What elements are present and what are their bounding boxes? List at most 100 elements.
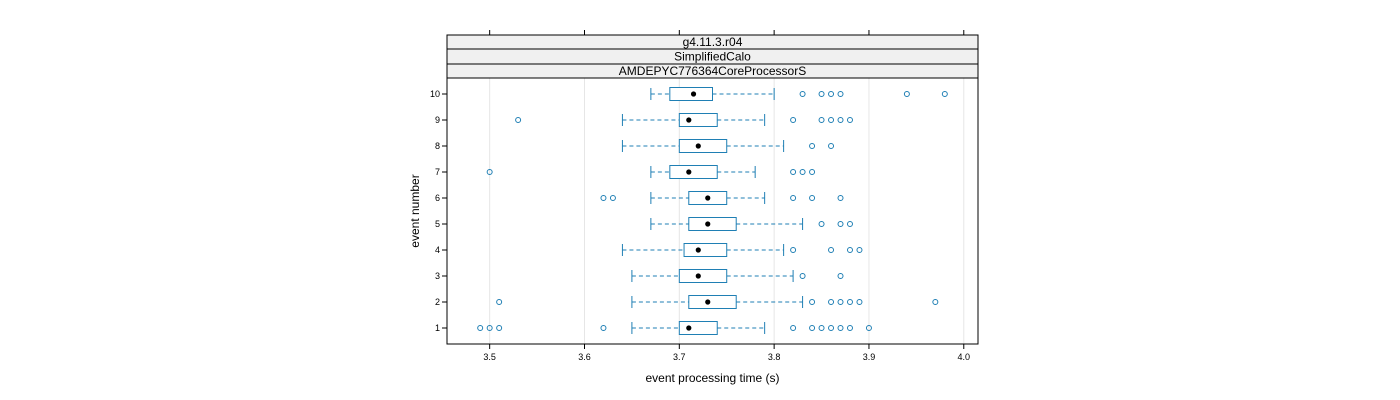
box-event-1 — [477, 321, 872, 335]
outlier-point — [515, 117, 522, 123]
y-tick-label: 9 — [435, 115, 440, 125]
box-event-2 — [496, 295, 939, 309]
outlier-point — [818, 325, 825, 331]
outlier-point — [600, 195, 607, 201]
outlier-point — [486, 325, 493, 331]
outlier-point — [837, 91, 844, 97]
median-dot — [705, 221, 711, 227]
outlier-point — [486, 169, 493, 175]
outlier-point — [932, 299, 939, 305]
x-tick-label: 3.6 — [578, 352, 591, 362]
box-event-10 — [650, 87, 948, 101]
box-iqr — [688, 217, 737, 231]
box-event-8 — [621, 139, 835, 153]
outlier-point — [837, 117, 844, 123]
x-tick-label: 3.8 — [768, 352, 781, 362]
box-event-3 — [631, 269, 844, 283]
outlier-point — [790, 247, 797, 253]
y-axis-title: event number — [408, 174, 422, 247]
outlier-point — [799, 169, 806, 175]
y-tick-label: 1 — [435, 323, 440, 333]
outlier-point — [818, 91, 825, 97]
median-dot — [695, 247, 701, 253]
y-tick-label: 3 — [435, 271, 440, 281]
outlier-point — [828, 299, 835, 305]
box-event-6 — [600, 191, 844, 205]
y-tick-label: 8 — [435, 141, 440, 151]
median-dot — [686, 325, 692, 331]
outlier-point — [600, 325, 607, 331]
outlier-point — [818, 221, 825, 227]
outlier-point — [818, 117, 825, 123]
box-event-4 — [621, 243, 863, 257]
y-tick-label: 2 — [435, 297, 440, 307]
outlier-point — [496, 325, 503, 331]
median-dot — [705, 195, 711, 201]
outlier-point — [837, 273, 844, 279]
outlier-point — [846, 299, 853, 305]
outlier-point — [477, 325, 484, 331]
median-dot — [705, 299, 711, 305]
box-event-5 — [650, 217, 853, 231]
strip-2-label: SimplifiedCalo — [674, 50, 751, 64]
y-tick-label: 6 — [435, 193, 440, 203]
outlier-point — [828, 325, 835, 331]
outlier-point — [903, 91, 910, 97]
box-iqr — [678, 113, 718, 127]
x-tick-label: 3.5 — [483, 352, 496, 362]
outlier-point — [846, 117, 853, 123]
y-tick-label: 10 — [430, 89, 440, 99]
median-dot — [686, 117, 692, 123]
outlier-point — [809, 143, 816, 149]
box-iqr — [683, 243, 728, 257]
outlier-point — [609, 195, 616, 201]
outlier-point — [941, 91, 948, 97]
outlier-point — [790, 169, 797, 175]
outlier-point — [856, 247, 863, 253]
outlier-point — [828, 143, 835, 149]
outlier-point — [809, 325, 816, 331]
outlier-point — [837, 221, 844, 227]
outlier-point — [799, 91, 806, 97]
outlier-point — [790, 325, 797, 331]
outlier-point — [790, 117, 797, 123]
median-dot — [695, 143, 701, 149]
outlier-point — [846, 221, 853, 227]
y-tick-label: 5 — [435, 219, 440, 229]
plot-panel-border — [446, 77, 979, 345]
outlier-point — [809, 299, 816, 305]
box-iqr — [688, 295, 737, 309]
y-tick-label: 7 — [435, 167, 440, 177]
x-tick-label: 3.7 — [673, 352, 686, 362]
outlier-point — [790, 195, 797, 201]
median-dot — [686, 169, 692, 175]
box-event-9 — [515, 113, 853, 127]
x-tick-label: 3.9 — [863, 352, 876, 362]
strip-headers: g4.11.3.r04 SimplifiedCalo AMDEPYC776364… — [446, 34, 979, 79]
outlier-point — [828, 247, 835, 253]
box-series — [477, 87, 948, 335]
outlier-point — [846, 247, 853, 253]
axes: 3.5 3.6 3.7 3.8 3.9 4.0 1 2 3 4 5 6 7 8 9 10 — [430, 30, 970, 362]
outlier-point — [809, 169, 816, 175]
strip-1-label: g4.11.3.r04 — [683, 35, 743, 49]
box-event-7 — [486, 165, 816, 179]
box-iqr — [678, 139, 728, 153]
box-iqr — [678, 321, 718, 335]
outlier-point — [496, 299, 503, 305]
outlier-point — [799, 273, 806, 279]
outlier-point — [828, 117, 835, 123]
y-tick-label: 4 — [435, 245, 440, 255]
box-iqr — [669, 165, 718, 179]
median-dot — [695, 273, 701, 279]
box-iqr — [678, 269, 728, 283]
outlier-point — [837, 299, 844, 305]
outlier-point — [837, 195, 844, 201]
x-tick-label: 4.0 — [958, 352, 971, 362]
strip-3-label: AMDEPYC776364CoreProcessorS — [619, 64, 806, 78]
outlier-point — [865, 325, 872, 331]
outlier-point — [846, 325, 853, 331]
outlier-point — [809, 195, 816, 201]
outlier-point — [828, 91, 835, 97]
